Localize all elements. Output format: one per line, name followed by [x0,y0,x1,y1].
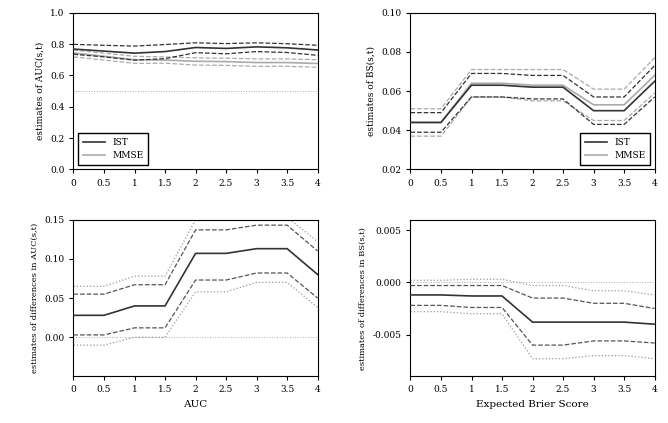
Legend: IST, MMSE: IST, MMSE [78,133,148,165]
Y-axis label: estimates of AUC(s,t): estimates of AUC(s,t) [35,42,45,140]
Y-axis label: estimates of differences in AUC(s,t): estimates of differences in AUC(s,t) [31,223,39,373]
Legend: IST, MMSE: IST, MMSE [580,133,650,165]
X-axis label: Expected Brier Score: Expected Brier Score [476,400,589,409]
Y-axis label: estimates of BS(s,t): estimates of BS(s,t) [367,46,375,136]
Y-axis label: estimates of differences in BS(s,t): estimates of differences in BS(s,t) [359,227,367,370]
X-axis label: AUC: AUC [184,400,208,409]
